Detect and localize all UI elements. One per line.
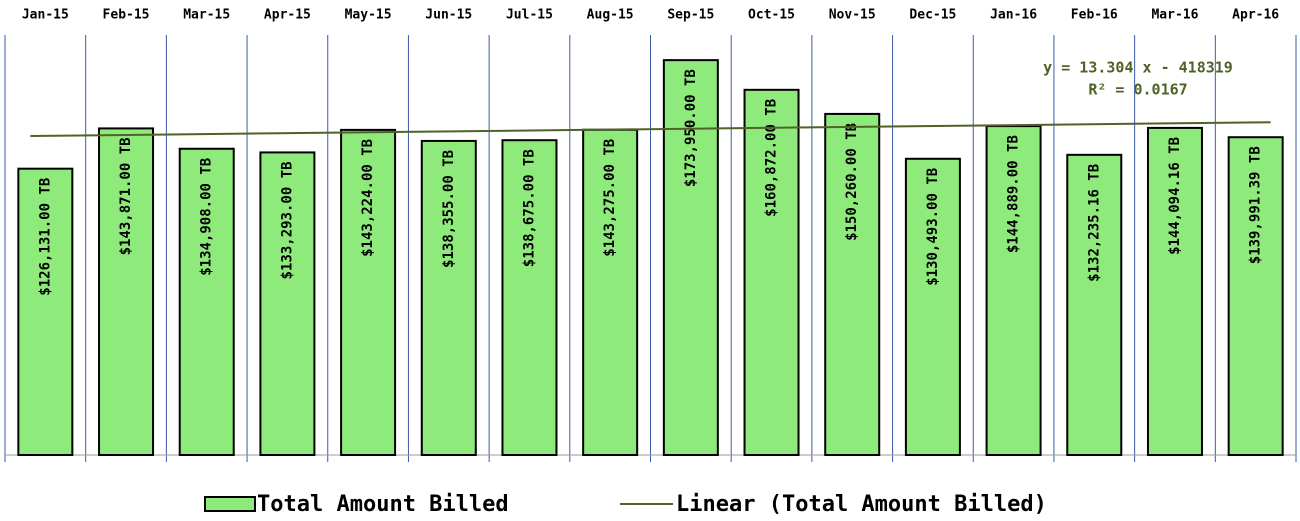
data-label: $138,675.00 TB [521, 149, 537, 267]
x-tick-label: Sep-15 [667, 8, 714, 23]
x-tick-label: May-15 [345, 8, 392, 23]
bar [904, 157, 961, 456]
x-tick-label: Oct-15 [748, 8, 795, 23]
bar [662, 59, 719, 456]
x-tick-label: Jun-15 [425, 8, 472, 23]
data-label: $144,889.00 TB [1006, 135, 1022, 253]
x-tick-label: Apr-15 [264, 8, 311, 23]
x-tick-label: Nov-15 [829, 8, 876, 23]
data-label: $160,872.00 TB [764, 99, 780, 217]
data-label: $144,094.16 TB [1167, 137, 1183, 255]
x-tick-label: Aug-15 [587, 8, 634, 23]
x-tick-label: Mar-16 [1151, 8, 1198, 23]
data-label: $132,235.16 TB [1086, 164, 1102, 282]
data-label: $138,355.00 TB [441, 150, 457, 268]
data-label: $130,493.00 TB [925, 168, 941, 286]
data-label: $139,991.39 TB [1248, 146, 1264, 264]
bar [1146, 126, 1203, 457]
x-tick-label: Feb-15 [103, 8, 150, 23]
x-tick-label: Mar-15 [183, 8, 230, 23]
bar [17, 167, 74, 457]
bar [98, 127, 155, 456]
data-label: $143,871.00 TB [118, 137, 134, 255]
bar [340, 128, 397, 456]
x-tick-label: Apr-16 [1232, 8, 1279, 23]
x-tick-label: Dec-15 [909, 8, 956, 23]
data-label: $150,260.00 TB [844, 123, 860, 241]
data-label: $134,908.00 TB [199, 158, 215, 276]
data-label: $126,131.00 TB [37, 178, 53, 296]
bar [1227, 136, 1284, 456]
legend-swatch [204, 496, 256, 512]
trend-equation: y = 13.304 x - 418319 [1043, 59, 1233, 77]
bar [420, 139, 477, 456]
bar [1066, 153, 1123, 457]
x-tick-label: Jan-16 [990, 8, 1037, 23]
bar [824, 112, 881, 457]
bar [501, 139, 558, 456]
data-label: $143,275.00 TB [602, 139, 618, 257]
x-tick-label: Feb-16 [1071, 8, 1118, 23]
bar [259, 151, 316, 456]
x-tick-label: Jan-15 [22, 8, 69, 23]
bar [985, 125, 1042, 457]
data-label: $143,224.00 TB [360, 139, 376, 257]
trendline [30, 121, 1271, 138]
trend-r-squared: R² = 0.0167 [1088, 81, 1187, 99]
data-label: $133,293.00 TB [279, 161, 295, 279]
legend-label: Total Amount Billed [257, 492, 509, 517]
bar [743, 88, 800, 456]
legend-label: Linear (Total Amount Billed) [676, 492, 1047, 517]
bar [178, 147, 235, 456]
x-tick-label: Jul-15 [506, 8, 553, 23]
